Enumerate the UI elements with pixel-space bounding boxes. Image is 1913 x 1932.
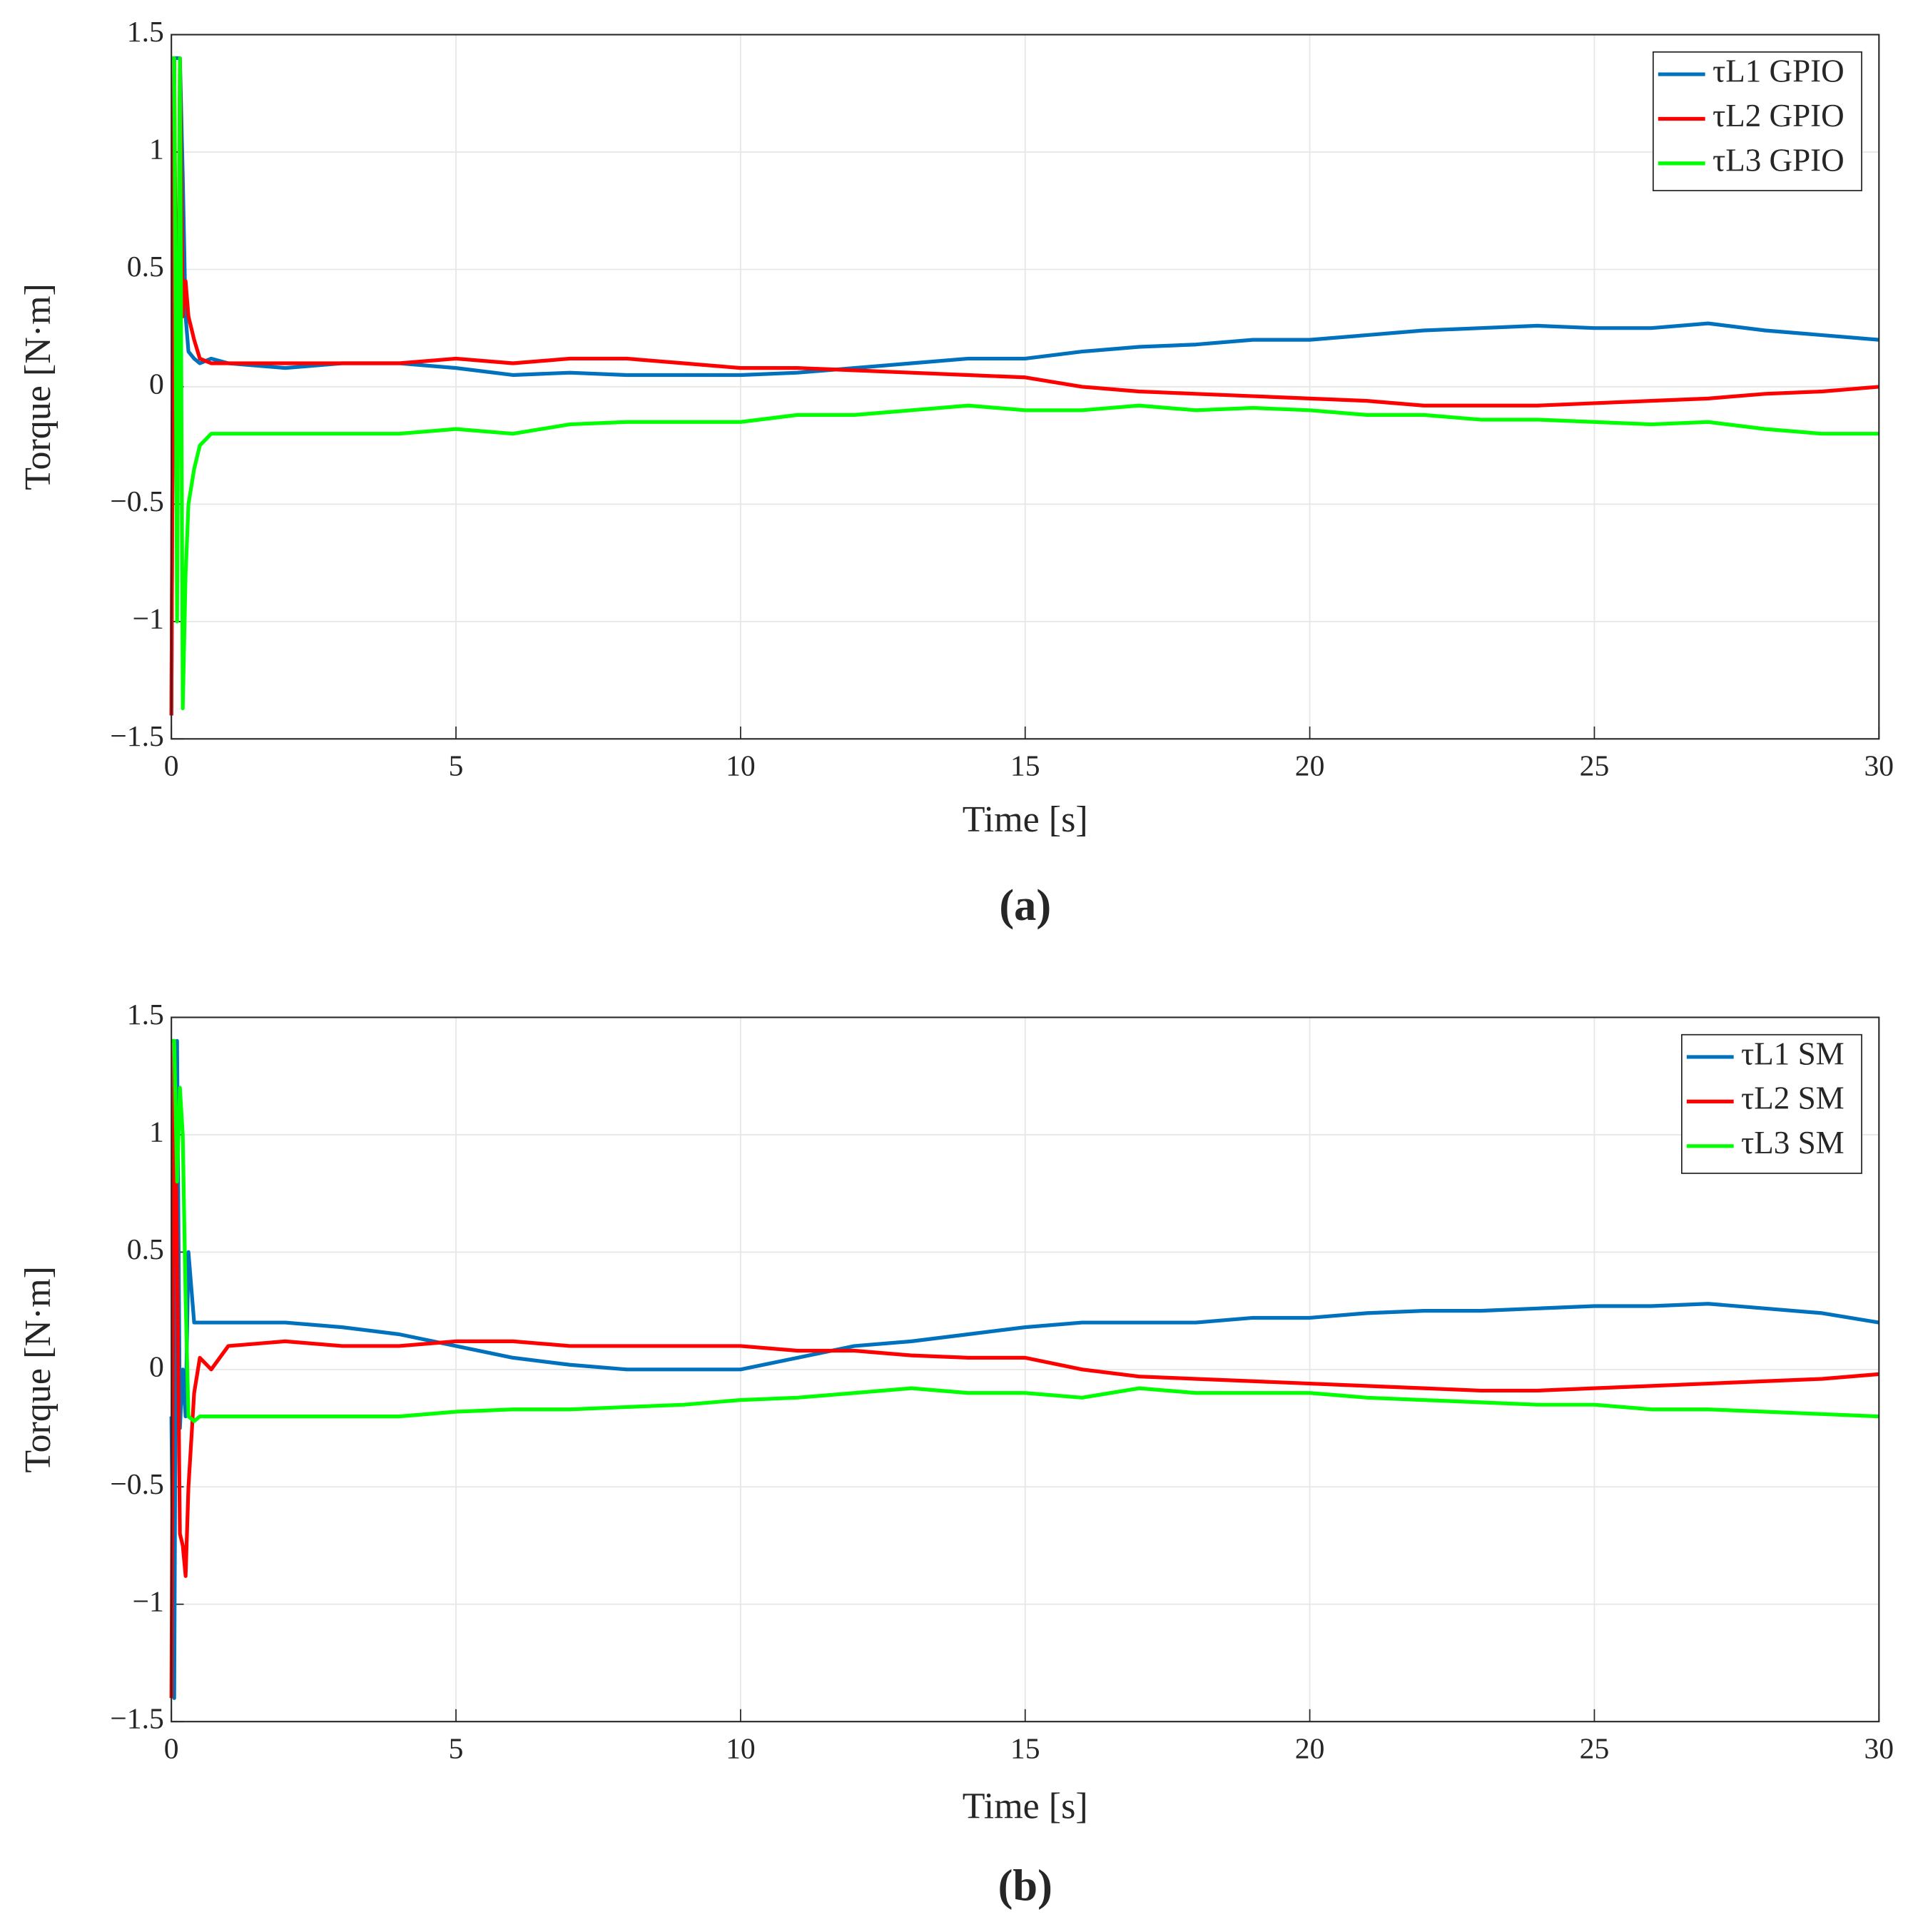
legend-label: τL1 SM — [1741, 1036, 1845, 1071]
x-tick-label: 0 — [164, 1732, 179, 1765]
x-tick-label: 15 — [1010, 1732, 1040, 1765]
x-tick-label: 5 — [449, 1732, 464, 1765]
y-tick-label: 1 — [149, 1116, 164, 1148]
y-tick-label: −0.5 — [110, 485, 163, 518]
y-tick-label: 0 — [149, 1350, 164, 1383]
y-tick-label: 0 — [149, 368, 164, 400]
caption: (b) — [998, 1860, 1052, 1910]
series-line — [171, 56, 1879, 711]
plot-frame — [171, 1016, 1880, 1723]
y-tick-label: 1 — [149, 133, 164, 166]
y-tick-label: 0.5 — [127, 251, 164, 283]
legend-label: τL1 GPIO — [1712, 53, 1845, 88]
y-tick-label: 0.5 — [127, 1233, 164, 1266]
y-tick-label: −1.5 — [110, 720, 163, 753]
y-tick-label: 1.5 — [127, 998, 164, 1031]
chart-panel: −1.5 −1 −0.5 0 0.5 1 1.5 0 5 10 15 20 25 30 Time [s] To… — [18, 998, 1894, 1910]
legend-label: τL2 GPIO — [1712, 98, 1845, 133]
x-tick-label: 30 — [1864, 1732, 1894, 1765]
x-tick-label: 25 — [1580, 1732, 1610, 1765]
series-line — [169, 1038, 1879, 1700]
y-tick-label: −1 — [132, 1585, 163, 1618]
plot-frame — [171, 34, 1880, 740]
x-tick-label: 25 — [1580, 749, 1610, 782]
x-tick-label: 20 — [1295, 749, 1325, 782]
y-tick-label: −0.5 — [110, 1468, 163, 1501]
legend-label: τL3 SM — [1741, 1125, 1845, 1160]
x-tick-label: 10 — [726, 1732, 756, 1765]
y-tick-label: −1.5 — [110, 1703, 163, 1736]
y-axis-label: Torque [N·m] — [18, 283, 59, 490]
x-axis-label: Time [s] — [963, 1786, 1088, 1826]
legend-label: τL2 SM — [1741, 1081, 1845, 1116]
x-tick-label: 20 — [1295, 1732, 1325, 1765]
x-tick-label: 0 — [164, 749, 179, 782]
legend-label: τL3 GPIO — [1712, 142, 1845, 178]
legend: τL1 GPIO τL2 GPIO τL3 GPIO — [1652, 51, 1862, 191]
legend: τL1 SM τL2 SM τL3 SM — [1681, 1033, 1862, 1174]
caption: (a) — [999, 880, 1051, 930]
x-axis-label: Time [s] — [963, 799, 1088, 840]
series-line — [169, 56, 1879, 716]
y-tick-label: −1 — [132, 602, 163, 635]
y-axis-label: Torque [N·m] — [18, 1266, 59, 1473]
series-line — [169, 56, 1879, 716]
x-tick-label: 15 — [1010, 749, 1040, 782]
series-line — [171, 1038, 1879, 1423]
x-tick-label: 5 — [449, 749, 464, 782]
series-line — [169, 1038, 1879, 1699]
y-tick-label: 1.5 — [127, 16, 164, 49]
chart-panel: −1.5 −1 −0.5 0 0.5 1 1.5 0 5 10 15 20 25 30 Time [s] To… — [18, 16, 1894, 930]
x-tick-label: 10 — [726, 749, 756, 782]
x-tick-label: 30 — [1864, 749, 1894, 782]
